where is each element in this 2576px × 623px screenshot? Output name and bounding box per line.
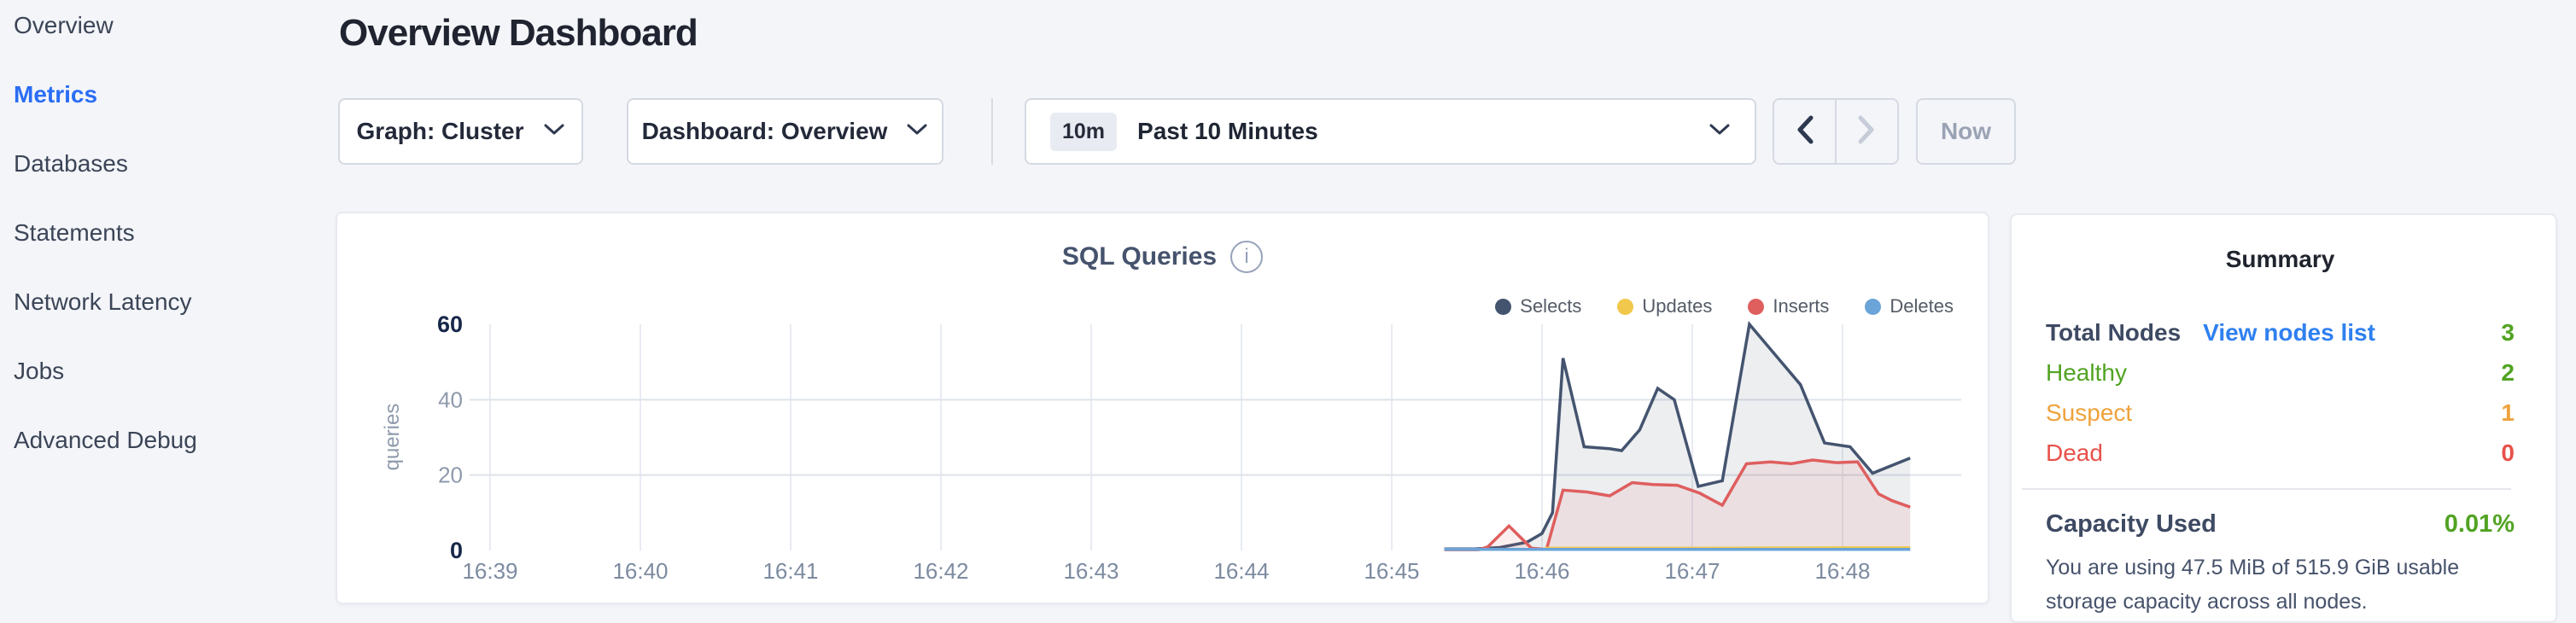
svg-text:16:48: 16:48: [1814, 558, 1870, 584]
svg-text:queries: queries: [381, 404, 404, 471]
svg-text:0: 0: [450, 538, 463, 563]
svg-text:40: 40: [438, 387, 463, 412]
sql-queries-chart-card: SQL Queries i Selects Updates Inserts De…: [336, 212, 1989, 604]
dashboard-dropdown-label: Dashboard: Overview: [641, 118, 888, 144]
time-range-badge: 10m: [1050, 112, 1118, 151]
summary-row-dead: Dead 0: [2046, 433, 2515, 473]
summary-row-suspect: Suspect 1: [2046, 393, 2515, 433]
svg-text:16:43: 16:43: [1063, 558, 1119, 584]
capacity-used-value: 0.01%: [2444, 510, 2515, 538]
legend-item-updates[interactable]: Updates: [1617, 295, 1712, 317]
previous-interval-button[interactable]: [1774, 100, 1835, 163]
svg-text:16:44: 16:44: [1213, 558, 1269, 584]
page-title: Overview Dashboard: [339, 12, 698, 54]
svg-text:16:40: 16:40: [612, 558, 668, 584]
now-button-label: Now: [1940, 118, 1992, 144]
legend-dot-deletes: [1865, 298, 1882, 315]
legend-item-selects[interactable]: Selects: [1495, 295, 1581, 317]
svg-text:20: 20: [438, 463, 463, 488]
legend-label-selects: Selects: [1520, 295, 1582, 317]
graph-scope-dropdown-label: Graph: Cluster: [356, 118, 524, 144]
sidebar-item-jobs[interactable]: Jobs: [14, 358, 65, 384]
capacity-description: You are using 47.5 MiB of 515.9 GiB usab…: [2046, 556, 2460, 614]
sidebar-item-advanced-debug[interactable]: Advanced Debug: [14, 427, 197, 453]
chevron-down-icon: [906, 123, 928, 141]
svg-text:16:39: 16:39: [462, 558, 517, 584]
summary-divider: [2022, 488, 2511, 490]
legend-dot-selects: [1495, 298, 1512, 315]
sidebar-item-overview[interactable]: Overview: [14, 12, 114, 38]
view-nodes-list-link[interactable]: View nodes list: [2203, 318, 2375, 346]
svg-text:60: 60: [437, 312, 463, 337]
summary-row-total-nodes: Total Nodes View nodes list 3: [2046, 312, 2515, 352]
capacity-used-label: Capacity Used: [2046, 510, 2217, 538]
segment-divider: [1835, 100, 1837, 163]
healthy-label: Healthy: [2046, 358, 2127, 386]
time-step-control: [1773, 98, 1899, 165]
dead-label: Dead: [2046, 439, 2103, 466]
info-icon[interactable]: i: [1230, 241, 1264, 273]
svg-text:16:46: 16:46: [1514, 558, 1569, 584]
chart-title-row: SQL Queries i: [337, 241, 1988, 273]
chevron-right-icon: [1857, 115, 1876, 148]
suspect-label: Suspect: [2046, 399, 2133, 426]
legend-label-deletes: Deletes: [1890, 295, 1954, 317]
chart-legend: Selects Updates Inserts Deletes: [1495, 295, 1954, 317]
sidebar-item-databases[interactable]: Databases: [14, 150, 128, 177]
total-nodes-value: 3: [2501, 318, 2515, 346]
healthy-value: 2: [2501, 358, 2515, 386]
svg-text:16:42: 16:42: [913, 558, 968, 584]
svg-text:16:47: 16:47: [1664, 558, 1720, 584]
svg-text:16:41: 16:41: [762, 558, 818, 584]
svg-text:16:45: 16:45: [1364, 558, 1419, 584]
graph-scope-dropdown[interactable]: Graph: Cluster: [338, 98, 583, 165]
chevron-down-icon: [543, 123, 565, 141]
legend-item-inserts[interactable]: Inserts: [1748, 295, 1829, 317]
total-nodes-label: Total Nodes: [2046, 318, 2182, 346]
time-range-selector[interactable]: 10m Past 10 Minutes: [1025, 98, 1756, 165]
capacity-row: Capacity Used 0.01%: [2046, 510, 2515, 539]
legend-item-deletes[interactable]: Deletes: [1865, 295, 1954, 317]
chevron-left-icon: [1796, 115, 1814, 148]
dead-value: 0: [2501, 439, 2515, 466]
summary-panel: Summary Total Nodes View nodes list 3 He…: [2010, 213, 2557, 623]
sidebar-item-network-latency[interactable]: Network Latency: [14, 288, 192, 315]
now-button[interactable]: Now: [1916, 98, 2016, 165]
suspect-value: 1: [2501, 399, 2515, 426]
sidebar-item-statements[interactable]: Statements: [14, 219, 135, 246]
time-range-label: Past 10 Minutes: [1137, 118, 1318, 144]
legend-label-updates: Updates: [1642, 295, 1713, 317]
summary-title: Summary: [2225, 246, 2335, 272]
summary-rows: Total Nodes View nodes list 3 Healthy 2 …: [2046, 312, 2515, 473]
dashboard-dropdown[interactable]: Dashboard: Overview: [627, 98, 943, 165]
legend-dot-inserts: [1748, 298, 1765, 315]
legend-dot-updates: [1617, 298, 1634, 315]
sql-queries-chart: 16:39 16:40 16:41 16:42 16:43 16:44 16:45 16:46…: [381, 312, 1961, 584]
summary-row-healthy: Healthy 2: [2046, 352, 2515, 393]
sidebar-item-metrics[interactable]: Metrics: [14, 81, 98, 108]
next-interval-button[interactable]: [1837, 100, 1897, 163]
chevron-down-icon: [1709, 123, 1731, 141]
sidebar: Overview Metrics Databases Statements Ne…: [0, 0, 333, 623]
toolbar-divider: [991, 98, 993, 165]
legend-label-inserts: Inserts: [1773, 295, 1830, 317]
chart-title: SQL Queries: [1061, 242, 1218, 271]
